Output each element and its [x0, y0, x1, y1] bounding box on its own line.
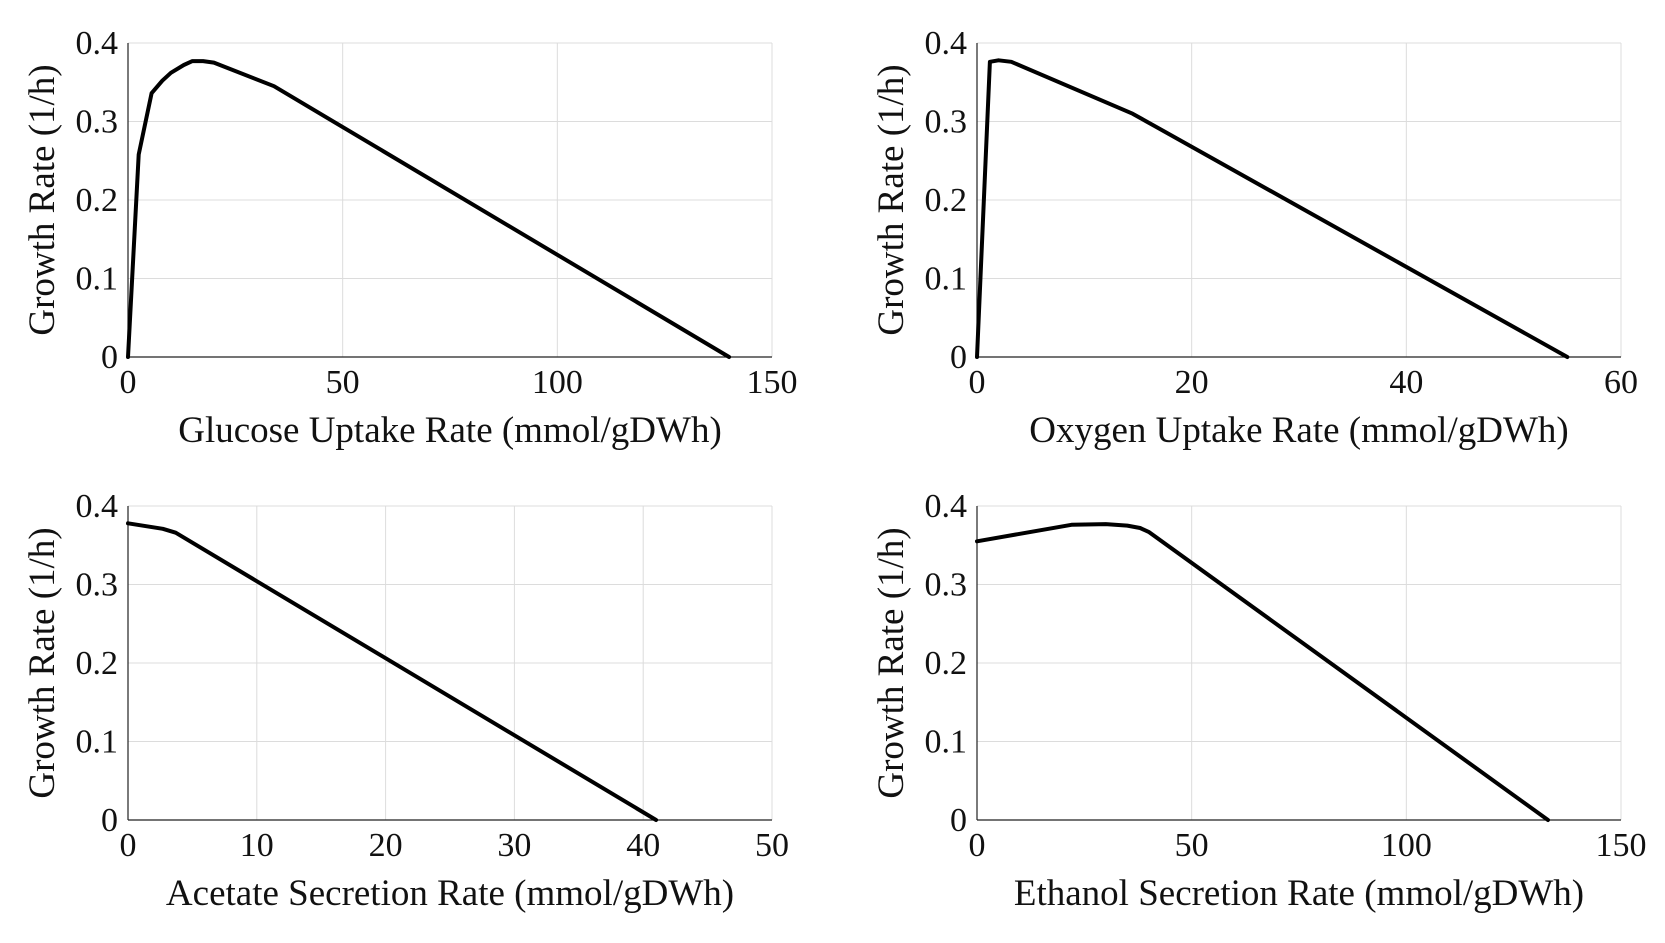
y-tick-label: 0.1 [925, 261, 968, 298]
x-axis-label: Glucose Uptake Rate (mmol/gDWh) [178, 410, 722, 451]
y-tick-label: 0.4 [76, 488, 119, 525]
chart-panel-oxygen: 0 20 40 60 0 0.1 0.2 0.3 0.4 Oxygen Uptake Rate (… [871, 25, 1638, 451]
x-tick-label: 100 [532, 364, 583, 401]
y-axis-label: Growth Rate (1/h) [22, 64, 63, 335]
y-tick-label: 0.4 [76, 25, 119, 62]
x-tick-label: 0 [969, 364, 986, 401]
y-tick-label: 0 [950, 339, 967, 376]
x-tick-label: 0 [969, 827, 986, 864]
x-tick-label: 30 [497, 827, 531, 864]
x-axis-label: Ethanol Secretion Rate (mmol/gDWh) [1014, 873, 1584, 914]
x-axis-label: Acetate Secretion Rate (mmol/gDWh) [166, 873, 734, 914]
y-tick-label: 0.4 [925, 25, 968, 62]
x-tick-label: 60 [1604, 364, 1638, 401]
y-tick-label: 0.1 [925, 724, 968, 761]
y-axis-label: Growth Rate (1/h) [871, 64, 912, 335]
x-tick-label: 0 [120, 827, 137, 864]
y-tick-label: 0.1 [76, 261, 119, 298]
x-tick-label: 100 [1381, 827, 1432, 864]
x-tick-label: 10 [240, 827, 274, 864]
chart-panel-acetate: 0 10 20 30 40 50 0 0.1 0.2 0.3 0.4 Acetate Secretio… [22, 488, 789, 914]
y-tick-label: 0.4 [925, 488, 968, 525]
x-axis-label: Oxygen Uptake Rate (mmol/gDWh) [1029, 410, 1568, 451]
y-axis-label: Growth Rate (1/h) [22, 527, 63, 798]
x-tick-label: 40 [1389, 364, 1423, 401]
x-tick-label: 20 [369, 827, 403, 864]
y-tick-label: 0.1 [76, 724, 119, 761]
x-tick-label: 50 [755, 827, 789, 864]
y-axis-label: Growth Rate (1/h) [871, 527, 912, 798]
x-tick-label: 50 [1175, 827, 1209, 864]
growth-rate-line [975, 58, 1570, 359]
y-tick-label: 0.3 [925, 104, 968, 141]
growth-rate-line [975, 522, 1550, 822]
y-tick-label: 0.2 [76, 182, 119, 219]
chart-panel-glucose: 0 50 100 150 0 0.1 0.2 0.3 0.4 Glucose Uptake Rat… [22, 25, 798, 451]
y-tick-label: 0.2 [925, 645, 968, 682]
chart-panel-ethanol: 0 50 100 150 0 0.1 0.2 0.3 0.4 Ethanol Secretion … [871, 488, 1647, 914]
x-tick-label: 0 [120, 364, 137, 401]
y-tick-label: 0.3 [76, 567, 119, 604]
x-tick-label: 40 [626, 827, 660, 864]
y-tick-label: 0 [101, 339, 118, 376]
growth-rate-line [126, 59, 732, 359]
growth-rate-line [126, 521, 659, 822]
y-tick-label: 0.2 [925, 182, 968, 219]
y-tick-label: 0.2 [76, 645, 119, 682]
x-tick-label: 20 [1175, 364, 1209, 401]
y-tick-label: 0 [950, 802, 967, 839]
y-tick-label: 0 [101, 802, 118, 839]
x-tick-label: 50 [326, 364, 360, 401]
y-tick-label: 0.3 [925, 567, 968, 604]
y-tick-label: 0.3 [76, 104, 119, 141]
x-tick-label: 150 [1596, 827, 1647, 864]
x-tick-label: 150 [747, 364, 798, 401]
